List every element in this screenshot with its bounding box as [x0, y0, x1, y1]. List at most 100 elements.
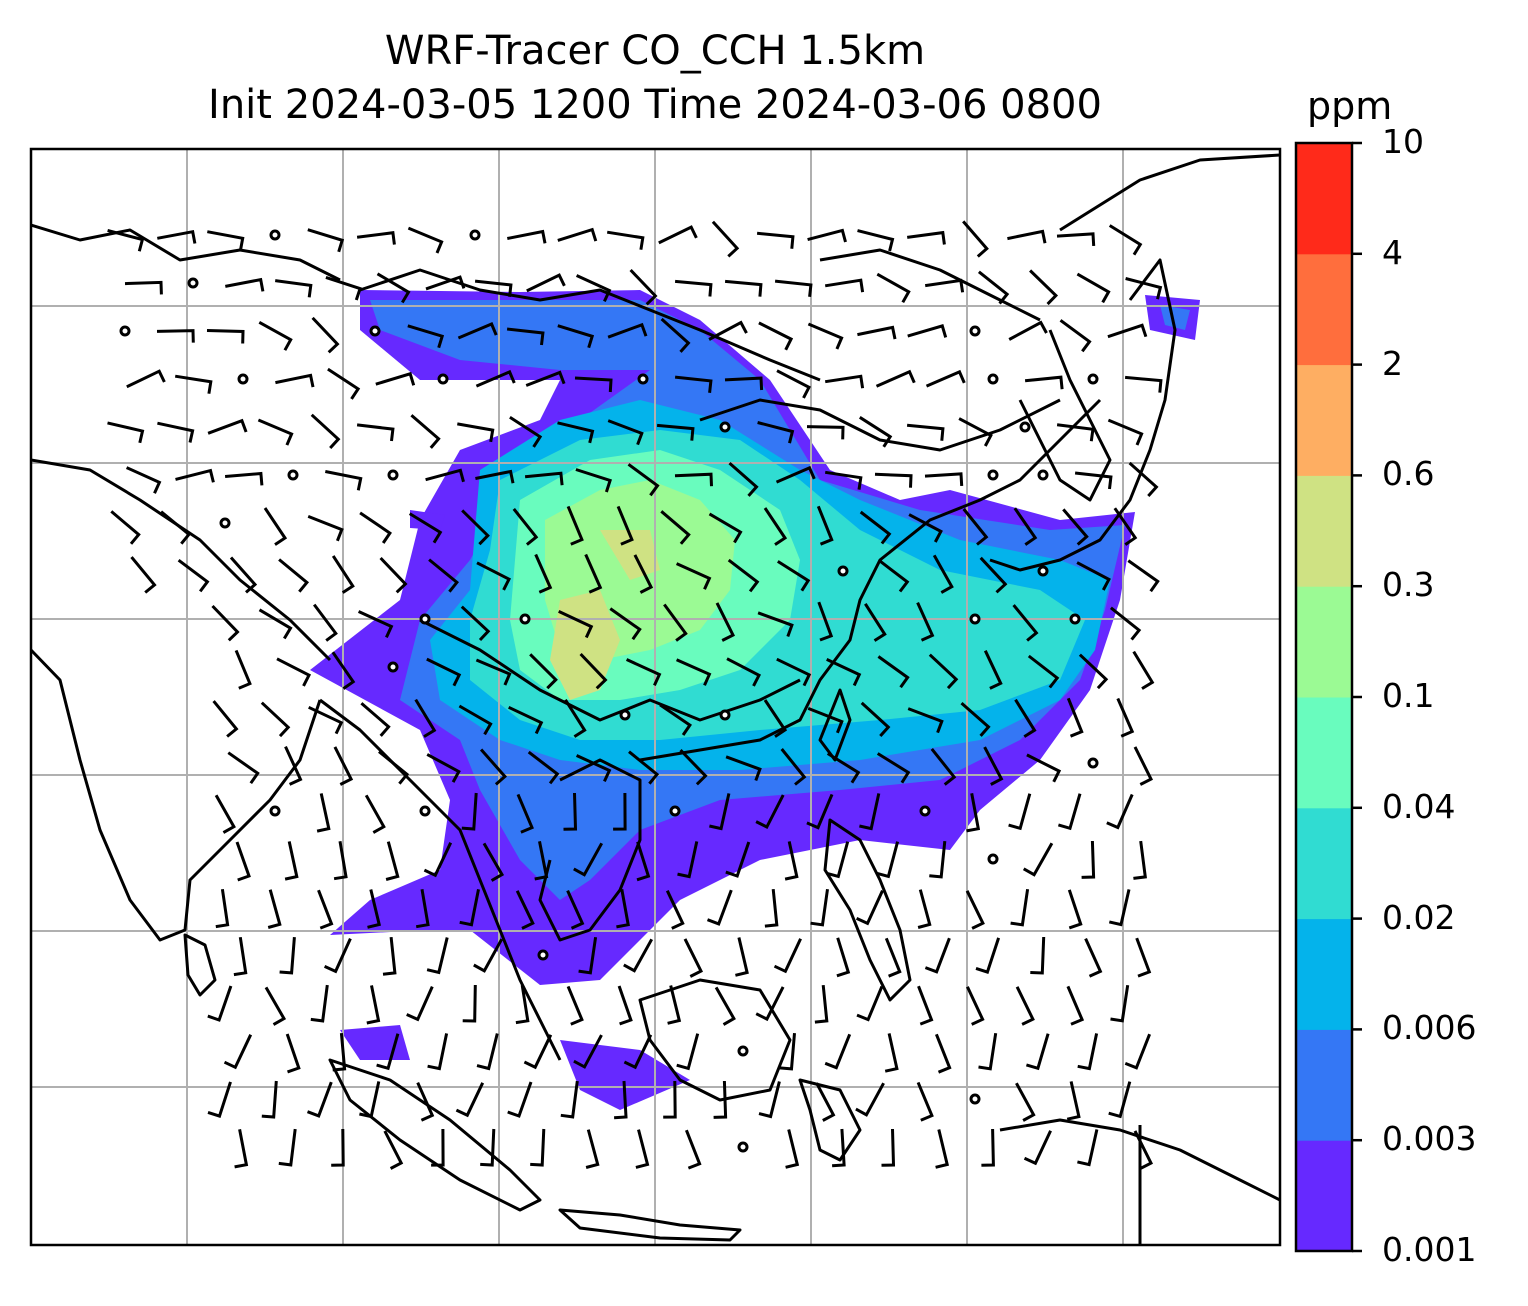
wind-barb	[1014, 698, 1037, 738]
wind-barb	[724, 376, 764, 391]
wind-barb	[264, 986, 287, 1026]
wind-barb	[832, 1128, 846, 1168]
calm-marker	[987, 373, 999, 385]
wind-barb	[506, 327, 545, 346]
wind-barb	[614, 1080, 628, 1120]
wind-barb	[408, 512, 443, 544]
wind-barb	[858, 416, 893, 448]
wind-barb	[755, 986, 785, 1022]
wind-barb	[660, 317, 691, 353]
wind-barb	[507, 229, 547, 244]
india-coast	[31, 648, 322, 942]
wind-barb	[375, 371, 416, 386]
calm-marker	[987, 469, 999, 481]
wind-barb	[557, 324, 595, 349]
wind-barb	[806, 793, 834, 830]
wind-barb	[125, 466, 162, 494]
wind-barb	[284, 745, 303, 786]
wind-barb	[1124, 1033, 1151, 1070]
wind-barb	[935, 1033, 952, 1074]
wind-barb	[884, 937, 902, 978]
wind-barb	[724, 279, 763, 297]
wind-barb	[1116, 697, 1135, 738]
wind-barb	[965, 890, 985, 930]
wind-barb	[579, 652, 608, 690]
colorbar-tick-label: 0.04	[1382, 786, 1456, 826]
wind-barb	[609, 607, 642, 641]
wind-barb	[1056, 423, 1095, 442]
wind-barb	[385, 841, 400, 881]
wind-barb	[225, 277, 265, 292]
wind-barb	[616, 505, 634, 546]
wind-barb	[1133, 840, 1147, 880]
colorbar-tick-label: 0.001	[1382, 1230, 1477, 1269]
wind-barb	[278, 1128, 297, 1167]
wind-barb	[331, 1128, 345, 1167]
wind-barb	[683, 938, 704, 978]
wind-barb	[480, 1128, 496, 1167]
calm-marker	[1037, 565, 1049, 577]
calm-marker	[669, 805, 681, 817]
wind-barb	[406, 985, 434, 1022]
wind-barb	[1107, 323, 1148, 339]
wind-barb	[1109, 606, 1142, 641]
wind-barb	[824, 470, 863, 490]
calm-marker	[919, 805, 931, 817]
wind-barb	[715, 602, 736, 642]
wind-barb	[711, 220, 740, 258]
wind-barb	[333, 840, 348, 881]
calm-marker	[269, 229, 281, 241]
wind-barb	[764, 888, 779, 928]
wind-barb	[475, 369, 516, 388]
wind-barb	[428, 558, 460, 593]
wind-barb	[356, 231, 396, 245]
wind-barb	[709, 793, 731, 831]
wind-barb	[857, 229, 895, 252]
wind-barb	[458, 704, 493, 736]
inland-border-3	[31, 458, 332, 662]
map-frame	[29, 147, 1282, 1247]
china-coast	[639, 398, 1102, 762]
wind-barb	[875, 369, 916, 388]
wind-barb	[917, 985, 934, 1026]
plume-level-7b	[600, 530, 660, 580]
colorbar-tick-label: 0.1	[1382, 676, 1435, 715]
wind-barb	[476, 1033, 499, 1071]
philippines	[823, 818, 912, 1002]
wind-barb	[563, 792, 578, 831]
wind-barb	[573, 1034, 603, 1069]
wind-barb	[881, 1128, 896, 1167]
wind-barb	[1084, 937, 1103, 978]
wind-barb	[979, 556, 1008, 594]
wind-barb	[507, 1081, 533, 1118]
wind-barb	[313, 603, 338, 642]
wind-barb	[1015, 986, 1035, 1026]
wind-barb	[776, 560, 811, 592]
wind-barb	[633, 554, 654, 594]
wind-barb	[425, 468, 465, 483]
colorbar-unit-label: ppm	[1307, 84, 1393, 128]
wind-barb	[215, 888, 230, 929]
wind-barb	[1133, 1130, 1154, 1170]
wind-barb	[359, 511, 392, 544]
wind-barb	[527, 750, 560, 785]
wind-barb	[457, 322, 498, 340]
wind-barb	[462, 984, 477, 1023]
wind-barb	[575, 468, 612, 493]
wind-barb	[1023, 1130, 1052, 1166]
wind-barb	[966, 793, 981, 833]
wind-barb	[578, 936, 598, 975]
wind-barb	[776, 657, 812, 687]
colorbar-tick-label: 0.006	[1382, 1008, 1477, 1048]
wind-barb	[706, 889, 733, 926]
plume-level-7	[550, 590, 620, 700]
wind-barb	[663, 603, 688, 642]
wind-barb	[308, 705, 344, 735]
chart-title-line-1: WRF-Tracer CO_CCH 1.5km	[384, 28, 926, 74]
wind-barb	[156, 329, 195, 343]
wind-barb	[233, 936, 248, 977]
wind-barb	[356, 423, 395, 442]
wind-barb	[457, 422, 495, 443]
plume-patch-s	[560, 1040, 690, 1110]
wind-barb	[864, 602, 887, 642]
